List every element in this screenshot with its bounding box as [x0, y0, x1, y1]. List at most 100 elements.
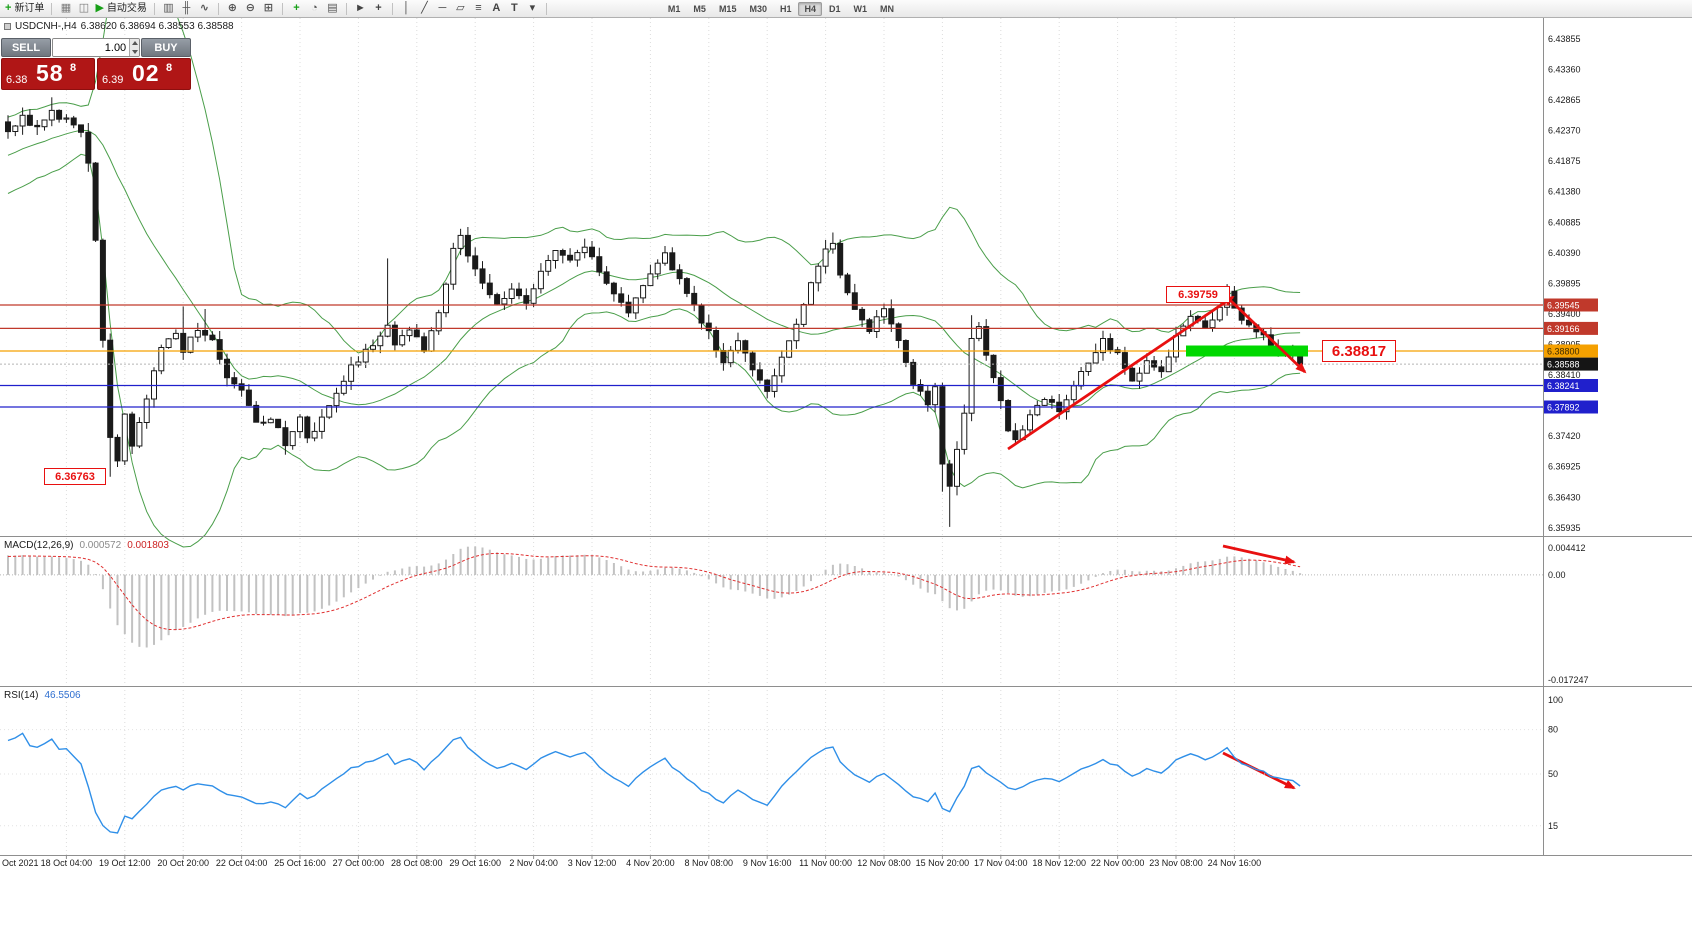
- timeframe-m15[interactable]: M15: [718, 3, 737, 14]
- toolbar-separator: [545, 2, 547, 15]
- crosshair-icon[interactable]: +: [370, 1, 387, 16]
- svg-text:18 Oct 04:00: 18 Oct 04:00: [41, 858, 93, 868]
- text-icon-glyph: A: [492, 2, 501, 14]
- low-price-label[interactable]: 6.36763: [44, 468, 106, 485]
- svg-text:19 Oct 12:00: 19 Oct 12:00: [99, 858, 151, 868]
- volume-stepper[interactable]: [52, 38, 140, 57]
- price-axis[interactable]: 6.43855 6.43360 6.42865 6.42370 6.41875 6.413…: [1544, 34, 1598, 533]
- horizontal-line-icon[interactable]: ─: [434, 1, 451, 16]
- chart-window-icon[interactable]: ▦: [57, 1, 74, 16]
- buy-button[interactable]: BUY: [141, 38, 191, 57]
- svg-text:22 Nov 00:00: 22 Nov 00:00: [1091, 858, 1145, 868]
- vertical-line-icon[interactable]: │: [398, 1, 415, 16]
- svg-text:6.39545: 6.39545: [1547, 301, 1580, 311]
- shapes-icon[interactable]: ▾: [524, 1, 541, 16]
- timeframe-mn[interactable]: MN: [880, 3, 895, 14]
- macd-signal-line: [7, 552, 1301, 631]
- svg-text:25 Oct 16:00: 25 Oct 16:00: [274, 858, 326, 868]
- timeframe-m5[interactable]: M5: [693, 3, 706, 14]
- ask-price-pip: 8: [166, 62, 173, 74]
- cursor-icon[interactable]: ►: [352, 1, 369, 16]
- timeframe-d1[interactable]: D1: [829, 3, 841, 14]
- symbol-title: USDCNH-,H4: [15, 21, 77, 32]
- entry-price-label[interactable]: 6.38817: [1322, 340, 1396, 362]
- volume-up-icon[interactable]: [130, 39, 139, 48]
- fibonacci-icon[interactable]: ≡: [470, 1, 487, 16]
- bars-chart-icon-glyph: ▥: [163, 2, 174, 14]
- svg-text:6.38241: 6.38241: [1547, 381, 1580, 391]
- svg-text:6.40885: 6.40885: [1548, 217, 1581, 227]
- svg-text:11 Nov 00:00: 11 Nov 00:00: [799, 858, 852, 868]
- volume-input[interactable]: [53, 39, 130, 56]
- timeframe-m30[interactable]: M30: [749, 3, 767, 14]
- svg-text:6.40390: 6.40390: [1548, 248, 1581, 258]
- bollinger-bands: [7, 0, 1301, 548]
- macd-trend-arrow[interactable]: [1222, 544, 1296, 565]
- timeframe-bar: M1 M5 M15 M30 H1 H4 D1 W1 MN: [662, 1, 900, 16]
- rsi-title: RSI(14): [4, 690, 39, 701]
- periods-icon[interactable]: ◔: [306, 1, 323, 16]
- ask-price-prefix: 6.39: [102, 74, 124, 86]
- svg-text:-0.017247: -0.017247: [1548, 675, 1589, 685]
- uptrend-arrow[interactable]: [1007, 295, 1235, 451]
- timeframe-m1[interactable]: M1: [667, 3, 681, 14]
- zoom-in-icon-glyph: ⊕: [227, 2, 238, 14]
- svg-text:6.39166: 6.39166: [1547, 324, 1580, 334]
- templates-icon-glyph: ▤: [327, 2, 338, 14]
- volume-down-icon[interactable]: [130, 48, 139, 57]
- timeframe-h4[interactable]: H4: [798, 1, 822, 16]
- entry-zone[interactable]: [1186, 345, 1308, 357]
- time-axis[interactable]: Oct 2021 18 Oct 04:00 19 Oct 12:00 20 Oct 2…: [2, 856, 1261, 868]
- autotrade-button-glyph: ▶: [95, 2, 104, 14]
- timeframe-h1[interactable]: H1: [779, 3, 792, 14]
- candles-chart-icon[interactable]: ╫: [178, 1, 195, 16]
- svg-text:2 Nov 04:00: 2 Nov 04:00: [509, 858, 558, 868]
- zoom-out-icon-glyph: ⊖: [245, 2, 256, 14]
- tile-grid-icon[interactable]: ⊞: [260, 1, 277, 16]
- svg-text:22 Oct 04:00: 22 Oct 04:00: [216, 858, 268, 868]
- templates-icon[interactable]: ▤: [324, 1, 341, 16]
- timeframe-w1[interactable]: W1: [853, 3, 868, 14]
- horizontal-lines[interactable]: [0, 304, 1543, 408]
- equidistant-channel-icon[interactable]: ▱: [452, 1, 469, 16]
- volume-spin[interactable]: [129, 39, 139, 56]
- shapes-icon-glyph: ▾: [529, 2, 536, 14]
- cursor-icon-glyph: ►: [354, 2, 366, 14]
- indicators-icon[interactable]: +: [288, 1, 305, 16]
- autotrade-button[interactable]: ▶ 自动交易: [93, 1, 148, 16]
- svg-text:6.42865: 6.42865: [1548, 95, 1581, 105]
- new-order-button[interactable]: + 新订单: [3, 1, 46, 16]
- pullback-arrow[interactable]: [1229, 298, 1307, 374]
- svg-text:23 Nov 08:00: 23 Nov 08:00: [1149, 858, 1203, 868]
- svg-text:4 Nov 20:00: 4 Nov 20:00: [626, 858, 675, 868]
- zoom-in-icon[interactable]: ⊕: [224, 1, 241, 16]
- peak-price-label[interactable]: 6.39759: [1166, 286, 1230, 303]
- bid-price-prefix: 6.38: [6, 74, 28, 86]
- toolbar-separator: [217, 2, 219, 15]
- svg-text:9 Nov 16:00: 9 Nov 16:00: [743, 858, 792, 868]
- ask-price-box[interactable]: 6.39 02 8: [97, 58, 191, 90]
- svg-text:20 Oct 20:00: 20 Oct 20:00: [157, 858, 209, 868]
- svg-text:6.36430: 6.36430: [1548, 492, 1581, 502]
- grid-lines: [65, 18, 1235, 855]
- symbol-icon: [4, 23, 11, 30]
- svg-text:6.39400: 6.39400: [1548, 309, 1581, 319]
- label-icon-glyph: T: [511, 2, 518, 14]
- zoom-out-icon[interactable]: ⊖: [242, 1, 259, 16]
- tile-windows-icon[interactable]: ◫: [75, 1, 92, 16]
- candles-chart-icon-glyph: ╫: [182, 2, 191, 14]
- bid-price-box[interactable]: 6.38 58 8: [1, 58, 95, 90]
- svg-text:6.38800: 6.38800: [1547, 347, 1580, 357]
- tile-windows-icon-glyph: ◫: [78, 2, 90, 14]
- bars-chart-icon[interactable]: ▥: [160, 1, 177, 16]
- sell-button[interactable]: SELL: [1, 38, 51, 57]
- svg-text:6.37892: 6.37892: [1547, 403, 1580, 413]
- label-icon[interactable]: T: [506, 1, 523, 16]
- svg-text:18 Nov 12:00: 18 Nov 12:00: [1032, 858, 1086, 868]
- trendline-icon[interactable]: ╱: [416, 1, 433, 16]
- svg-text:6.42370: 6.42370: [1548, 126, 1581, 136]
- svg-text:6.43360: 6.43360: [1548, 65, 1581, 75]
- text-icon[interactable]: A: [488, 1, 505, 16]
- line-chart-icon[interactable]: ∿: [196, 1, 213, 16]
